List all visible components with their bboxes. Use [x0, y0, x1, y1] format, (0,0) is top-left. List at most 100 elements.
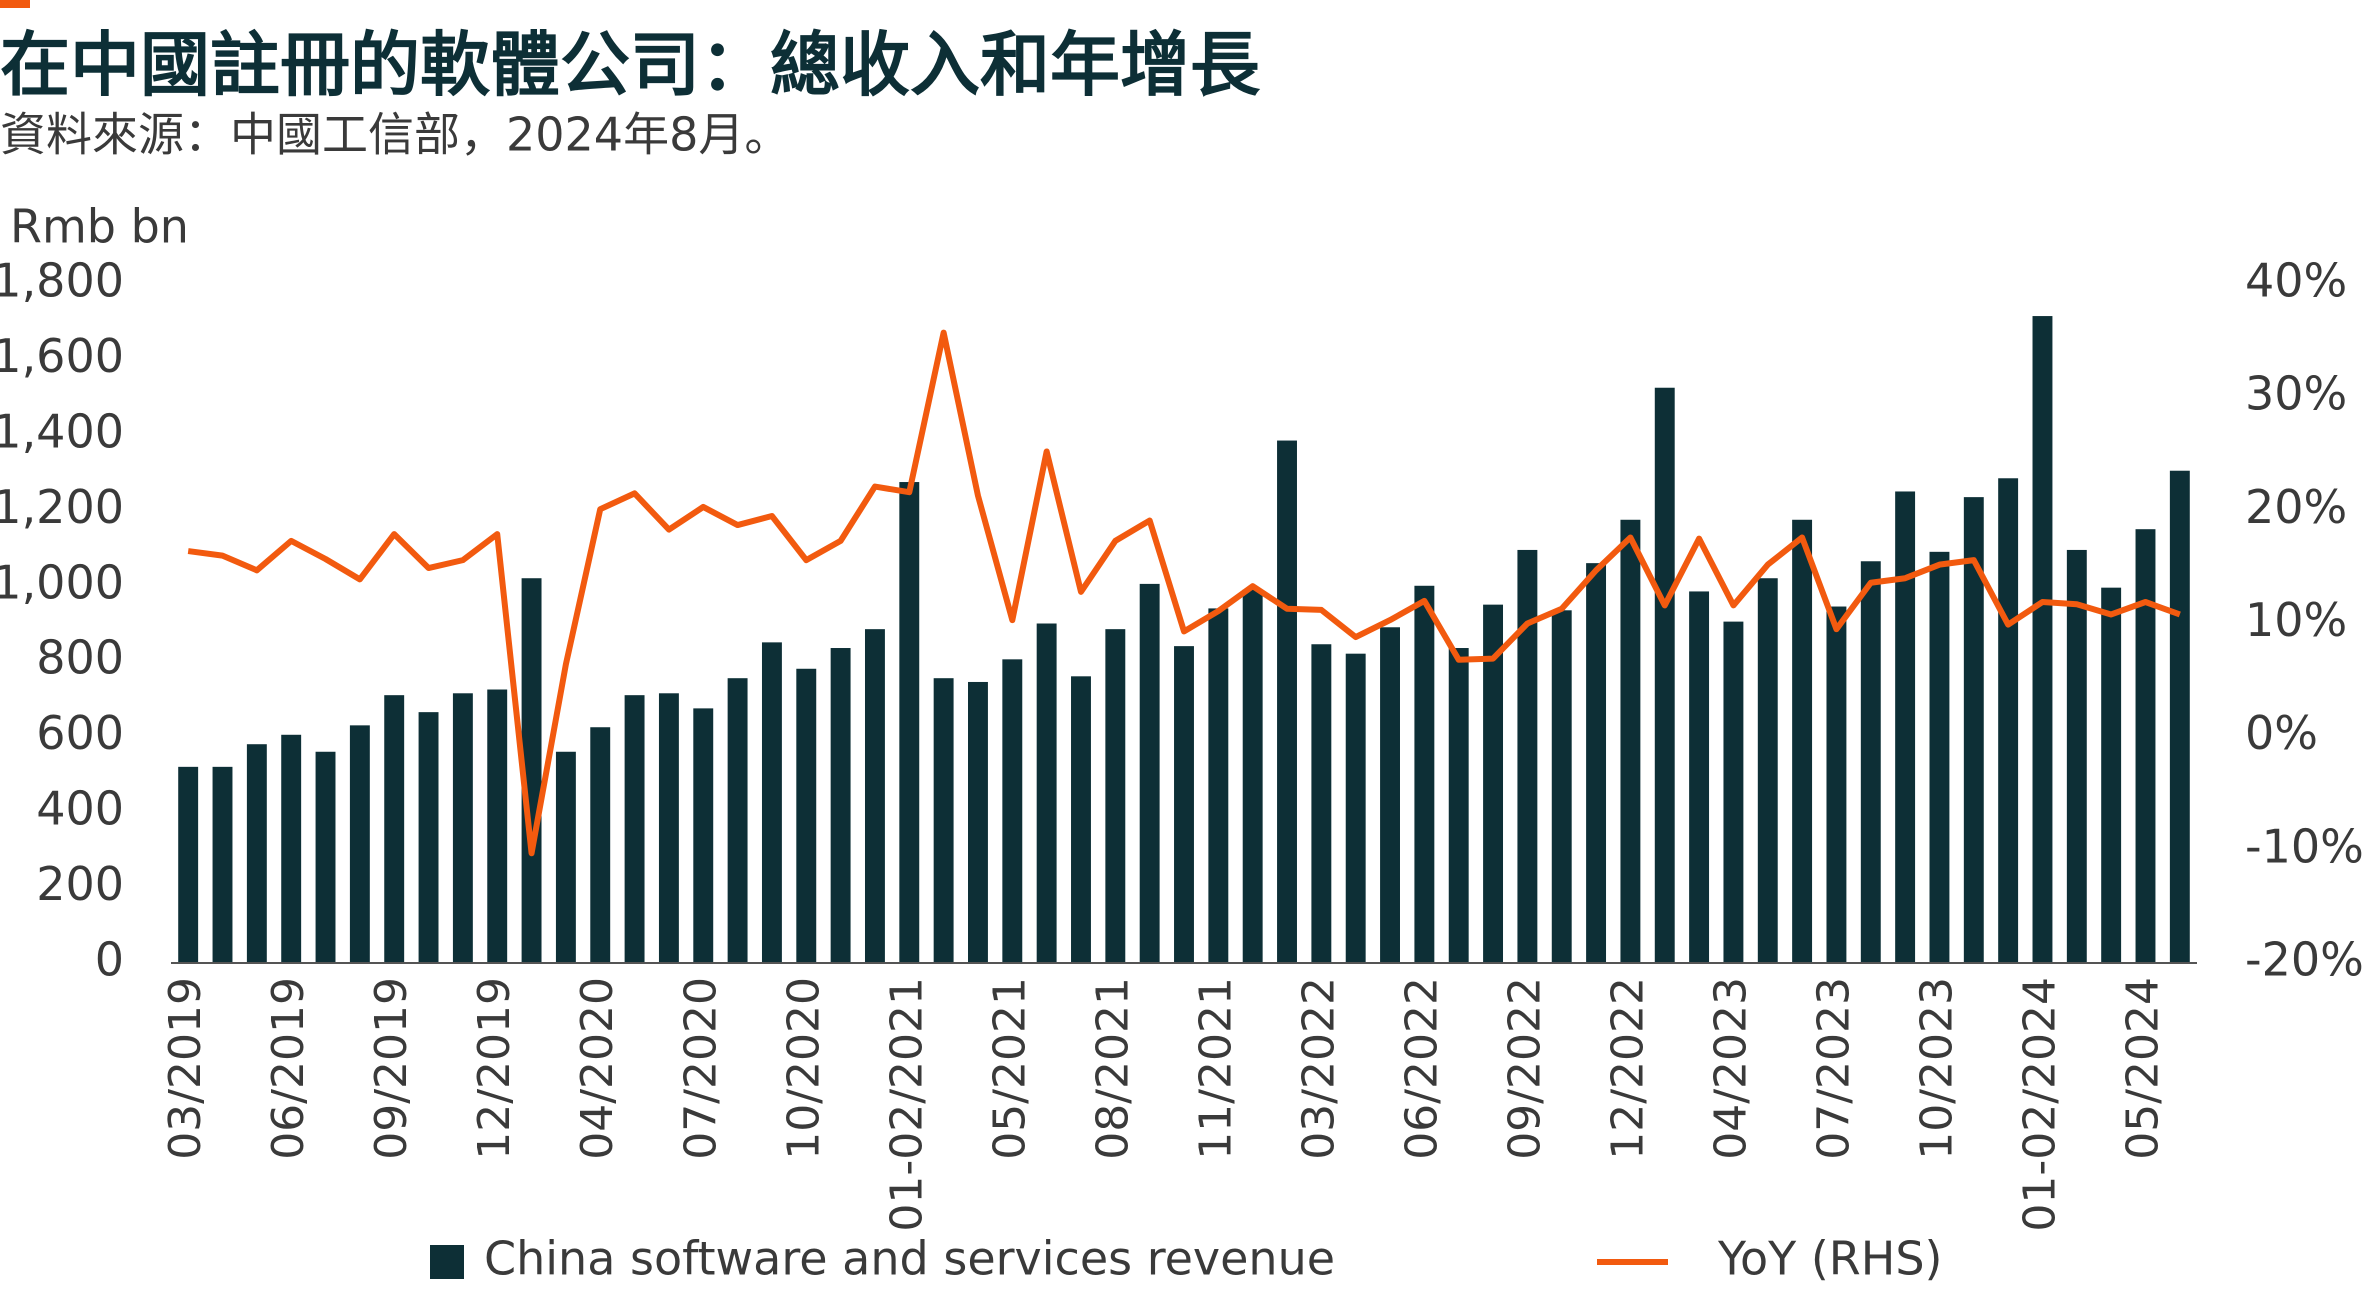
bar: [1586, 563, 1607, 963]
x-tick-label: 04/2020: [572, 977, 623, 1160]
accent: [0, 0, 30, 8]
y-tick-label: 1,800: [0, 254, 124, 308]
x-tick-label: 10/2020: [778, 977, 829, 1160]
y-axis-label: Rmb bn: [10, 200, 189, 254]
x-tick-label: 06/2019: [263, 977, 314, 1160]
y2-tick-label: -20%: [2245, 933, 2364, 987]
x-tick-label: 09/2019: [366, 977, 417, 1160]
bar: [1174, 646, 1194, 963]
bar: [899, 482, 920, 963]
bar: [2101, 587, 2122, 963]
bar: [487, 689, 508, 963]
bar: [246, 744, 267, 963]
bar: [1757, 578, 1778, 963]
bar: [1929, 551, 1950, 963]
bar: [1723, 621, 1744, 963]
bar: [1036, 623, 1057, 963]
bar: [1689, 591, 1710, 963]
bar: [624, 695, 645, 963]
bar: [796, 668, 817, 963]
bar: [1414, 585, 1435, 963]
bar: [2032, 316, 2053, 963]
x-tick-label: 01-02/2021: [881, 977, 932, 1232]
bar: [281, 734, 302, 963]
y-tick-label: 600: [36, 706, 124, 760]
bar: [1654, 387, 1675, 964]
x-tick-label: 08/2021: [1087, 977, 1138, 1160]
y2-tick-label: 30%: [2245, 367, 2347, 421]
bar: [761, 642, 782, 963]
bar: [555, 751, 576, 963]
bar: [1105, 629, 1126, 963]
bar: [349, 725, 370, 963]
bar: [1551, 610, 1572, 963]
bar: [178, 766, 199, 963]
bar: [2135, 529, 2156, 963]
x-tick-label: 10/2023: [1911, 977, 1962, 1160]
legend-label: China software and services revenue: [484, 1232, 1335, 1286]
chart-subtitle: 資料來源：中國工信部，2024年8月。: [0, 108, 790, 162]
y-tick-label: 400: [36, 782, 124, 836]
bar: [1448, 648, 1469, 963]
y-tick-label: 1,400: [0, 404, 124, 458]
bar: [1963, 497, 1984, 963]
bar: [452, 693, 473, 963]
bar: [1517, 549, 1538, 963]
y2-tick-label: -10%: [2245, 819, 2364, 873]
x-tick-label: 07/2023: [1808, 977, 1859, 1160]
bar: [864, 629, 885, 963]
bar: [1620, 519, 1641, 963]
bar: [1242, 589, 1263, 963]
x-tick-label: 12/2022: [1602, 977, 1653, 1160]
bar: [1826, 606, 1847, 963]
bar: [315, 751, 336, 963]
bar: [2066, 549, 2087, 963]
bar: [384, 695, 405, 963]
y2-tick-label: 20%: [2245, 480, 2347, 534]
bar: [521, 578, 542, 963]
y-tick-label: 1,600: [0, 329, 124, 383]
y-tick-label: 1,000: [0, 555, 124, 609]
bar: [1345, 653, 1366, 963]
bar: [1002, 659, 1023, 963]
x-tick-label: 05/2024: [2117, 977, 2168, 1160]
y-tick-label: 0: [95, 933, 124, 987]
y2-tick-label: 10%: [2245, 593, 2347, 647]
x-tick-label: 07/2020: [675, 977, 726, 1160]
bar: [1139, 583, 1160, 963]
bar: [1380, 627, 1400, 963]
bar: [212, 766, 233, 963]
chart-title: 在中國註冊的軟體公司：總收入和年增長: [0, 24, 1261, 106]
bar: [2169, 470, 2190, 963]
y-tick-label: 800: [36, 631, 124, 685]
x-tick-label: 05/2021: [984, 977, 1035, 1160]
bar: [968, 681, 988, 963]
bar: [590, 727, 611, 963]
x-tick-label: 11/2021: [1190, 977, 1241, 1160]
bar: [418, 712, 439, 963]
bar: [1483, 604, 1504, 963]
legend-swatch: [430, 1245, 464, 1279]
bar: [693, 708, 714, 963]
bar: [727, 678, 748, 963]
x-tick-label: 04/2023: [1705, 977, 1756, 1160]
y-tick-label: 200: [36, 857, 124, 911]
legend-label: YoY (RHS): [1717, 1232, 1943, 1286]
x-tick-label: 03/2022: [1293, 977, 1344, 1160]
x-tick-label: 12/2019: [469, 977, 520, 1160]
bar: [1208, 608, 1229, 963]
x-tick-label: 03/2019: [160, 977, 211, 1160]
y-tick-label: 1,200: [0, 480, 124, 534]
y2-tick-label: 0%: [2245, 706, 2318, 760]
bar: [1792, 519, 1813, 963]
bar: [1071, 676, 1091, 963]
bar: [1277, 440, 1297, 963]
bar: [1311, 644, 1332, 963]
bar: [658, 693, 679, 963]
x-tick-label: 06/2022: [1396, 977, 1447, 1160]
x-tick-label: 09/2022: [1499, 977, 1550, 1160]
bar: [1860, 561, 1881, 963]
bar: [1998, 478, 2019, 963]
bar: [933, 678, 954, 963]
